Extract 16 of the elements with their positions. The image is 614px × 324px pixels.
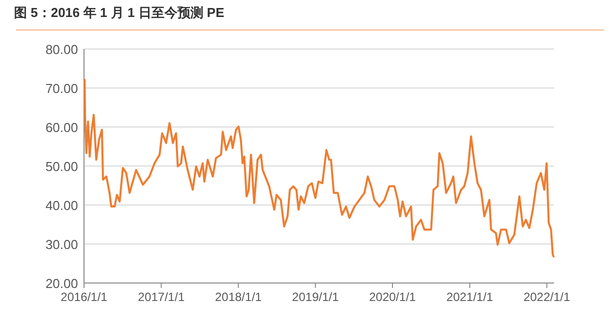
y-tick-label: 40.00 xyxy=(45,198,78,213)
line-series xyxy=(84,78,555,258)
y-tick-label: 30.00 xyxy=(45,237,78,252)
x-tick-label: 2016/1/1 xyxy=(60,290,108,304)
y-tick-label: 20.00 xyxy=(45,276,78,291)
x-tick-label: 2021/1/1 xyxy=(446,290,494,304)
x-tick-label: 2017/1/1 xyxy=(138,290,185,304)
chart-title: 图 5：2016 年 1 月 1 日至今预测 PE xyxy=(14,5,225,20)
y-tick-label: 60.00 xyxy=(45,120,78,135)
y-tick-label: 70.00 xyxy=(45,81,78,96)
x-tick-label: 2019/1/1 xyxy=(292,290,340,304)
y-tick-label: 50.00 xyxy=(45,159,78,174)
x-tick-label: 2018/1/1 xyxy=(214,290,262,304)
x-tick-label: 2020/1/1 xyxy=(369,290,416,304)
y-tick-label: 80.00 xyxy=(45,42,78,57)
x-tick-label: 2022/1/1 xyxy=(523,290,570,304)
